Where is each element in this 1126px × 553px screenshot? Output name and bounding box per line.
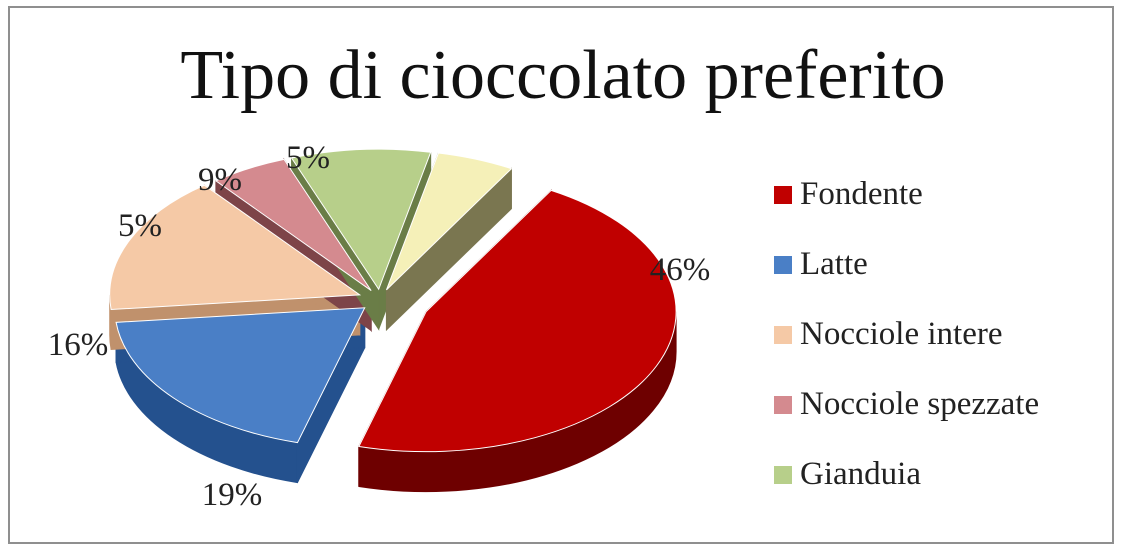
slice-latte <box>115 307 366 444</box>
value-label-slice-6: 5% <box>286 140 330 176</box>
slice-nocciole-intere <box>109 184 362 311</box>
slice-nocciole-spezzate <box>214 158 372 291</box>
chart-title: Tipo di cioccolato preferito <box>180 37 946 114</box>
legend-swatch-gianduia <box>774 466 792 484</box>
value-label-latte: 19% <box>202 477 263 513</box>
legend-label-nocciole-spezzate: Nocciole spezzate <box>800 386 1039 422</box>
slice-fondente <box>358 189 677 453</box>
slice-tops <box>109 148 677 453</box>
value-label-nocciole-spezzate: 5% <box>118 208 162 244</box>
legend-label-nocciole-intere: Nocciole intere <box>800 316 1002 352</box>
legend-swatch-latte <box>774 256 792 274</box>
value-label-fondente: 46% <box>650 252 711 288</box>
value-label-gianduia: 9% <box>198 162 242 198</box>
legend-label-fondente: Fondente <box>800 176 923 212</box>
slice-slice-6 <box>385 152 513 291</box>
slice-gianduia <box>290 148 432 291</box>
legend-swatch-nocciole-spezzate <box>774 396 792 414</box>
legend: Fondente Latte Nocciole intere Nocciole spe… <box>774 176 1039 492</box>
value-label-nocciole-intere: 16% <box>48 327 109 363</box>
legend-label-gianduia: Gianduia <box>800 456 921 492</box>
legend-label-latte: Latte <box>800 246 868 282</box>
legend-swatch-fondente <box>774 186 792 204</box>
legend-swatch-nocciole-intere <box>774 326 792 344</box>
